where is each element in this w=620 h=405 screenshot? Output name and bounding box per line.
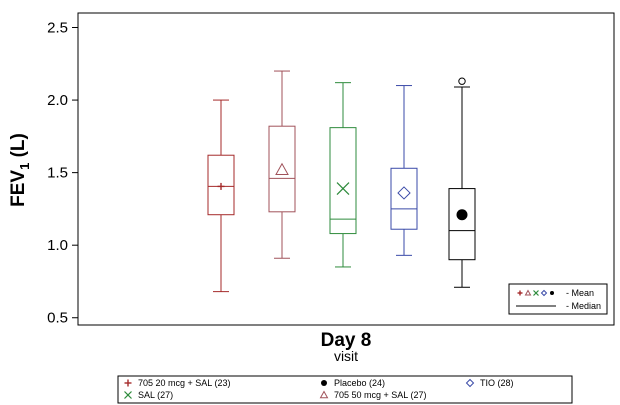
inset-legend-mean-markers [517,289,554,297]
inset-legend: - Mean - Median [508,283,608,315]
x-axis-label: Day 8 [321,330,372,351]
legend-marker [321,380,327,386]
box-series-5 [448,77,476,288]
legend-label: SAL (27) [138,390,173,400]
legend-marker [124,391,132,399]
legend-item-3: SAL (27) [124,390,173,400]
legend-item-5: Placebo (24) [321,378,385,388]
y-axis-label-subscript: 1 [17,163,32,170]
legend-item-1: 705 20 mcg + SAL (23) [124,378,230,388]
box-series-4 [390,85,418,256]
legend-marker [319,390,329,399]
box-series-group [207,70,476,293]
y-axis-label: FEV1 (L) [8,133,32,207]
y-tick-label: 1.0 [47,237,68,254]
legend-label: TIO (28) [480,378,514,388]
mean-marker [217,182,225,190]
inset-mean-marker [533,290,539,296]
y-axis-label-main: FEV [8,170,29,207]
box-series-1 [207,99,235,293]
legend-label: 705 50 mcg + SAL (27) [334,390,426,400]
legend-marker [465,378,475,388]
legend-label: Placebo (24) [334,378,385,388]
iqr-box [448,188,476,261]
inset-legend-mean-label: - Mean [566,288,594,298]
series-legend: 705 20 mcg + SAL (23) SAL (27) Placebo (24… [124,378,514,400]
legend-label: 705 20 mcg + SAL (23) [138,378,230,388]
outlier-point [458,77,466,85]
mean-marker [456,209,468,221]
mean-marker [397,186,411,200]
inset-legend-median-label: - Median [566,301,601,311]
iqr-box [329,127,357,235]
legend-item-2: 705 50 mcg + SAL (27) [319,390,426,400]
iqr-box [268,125,296,213]
mean-marker [336,182,350,196]
x-axis-sublabel: visit [334,348,358,364]
box-series-2 [268,70,296,259]
inset-mean-marker [550,291,554,295]
inset-mean-marker [540,289,548,297]
box-series-3 [329,82,357,268]
legend-marker [124,379,132,387]
y-tick-label: 1.5 [47,165,68,182]
y-axis-label-unit: (L) [8,133,29,163]
mean-marker [275,162,289,176]
y-tick-label: 0.5 [47,310,68,327]
inset-legend-box [508,283,608,315]
y-axis: 0.5 1.0 1.5 2.0 2.5 [47,20,78,327]
legend-item-4: TIO (28) [465,378,514,388]
y-tick-label: 2.0 [47,92,68,109]
inset-mean-marker [524,289,532,296]
y-tick-label: 2.5 [47,20,68,37]
plot-frame [77,12,615,326]
inset-mean-marker [517,290,523,296]
series-legend-box [117,375,573,404]
